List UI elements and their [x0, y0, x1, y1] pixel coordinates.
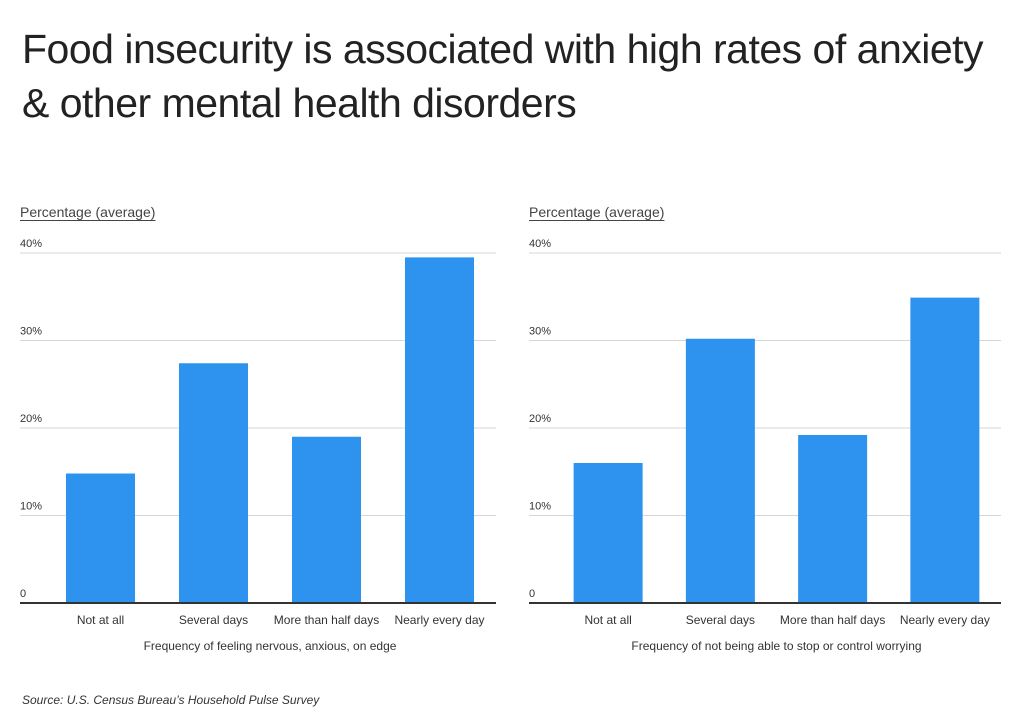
bar [405, 257, 474, 603]
y-tick-label: 30% [20, 326, 42, 338]
x-tick-label: Several days [179, 613, 248, 627]
bar [179, 363, 248, 603]
y-tick-label: 40% [529, 238, 551, 250]
y-tick-label: 40% [20, 238, 42, 250]
bar [292, 436, 361, 603]
x-tick-label: Nearly every day [394, 613, 484, 627]
y-tick-label: 10% [20, 501, 42, 513]
chart-anxiety-plot: 0 10% 20% 30% 40% Not at all Several days More … [20, 238, 496, 653]
bar [910, 297, 980, 603]
y-tick-label: 20% [529, 413, 551, 425]
y-tick-label: 20% [20, 413, 42, 425]
page-title: Food insecurity is associated with high … [22, 26, 984, 126]
x-axis-title: Frequency of not being able to stop or c… [631, 639, 921, 653]
x-tick-label: Not at all [584, 613, 631, 627]
y-axis-title: Percentage (average) [529, 204, 665, 220]
x-axis-title: Frequency of feeling nervous, anxious, o… [144, 639, 397, 653]
y-tick-label: 30% [529, 326, 551, 338]
bar [573, 463, 643, 603]
x-tick-label: Several days [686, 613, 755, 627]
x-tick-label: Nearly every day [900, 613, 990, 627]
chart-worrying-plot: 0 10% 20% 30% 40% Not at all Several days More … [529, 238, 1001, 653]
y-tick-label: 10% [529, 501, 551, 513]
bar [798, 435, 868, 603]
chart-anxiety: Percentage (average) 0 10% 20% 30% 40% Not at… [20, 195, 1020, 665]
y-axis-title: Percentage (average) [20, 204, 156, 220]
bar [685, 338, 755, 603]
y-tick-label: 0 [529, 588, 535, 600]
x-tick-label: More than half days [780, 613, 885, 627]
x-tick-label: More than half days [274, 613, 379, 627]
source-note: Source: U.S. Census Bureau’s Household P… [22, 693, 320, 707]
y-tick-label: 0 [20, 588, 26, 600]
chart-worrying: Percentage (average) 0 10% 20% 30% 40% Not at… [529, 195, 1024, 665]
x-tick-label: Not at all [77, 613, 124, 627]
bar [66, 473, 135, 603]
